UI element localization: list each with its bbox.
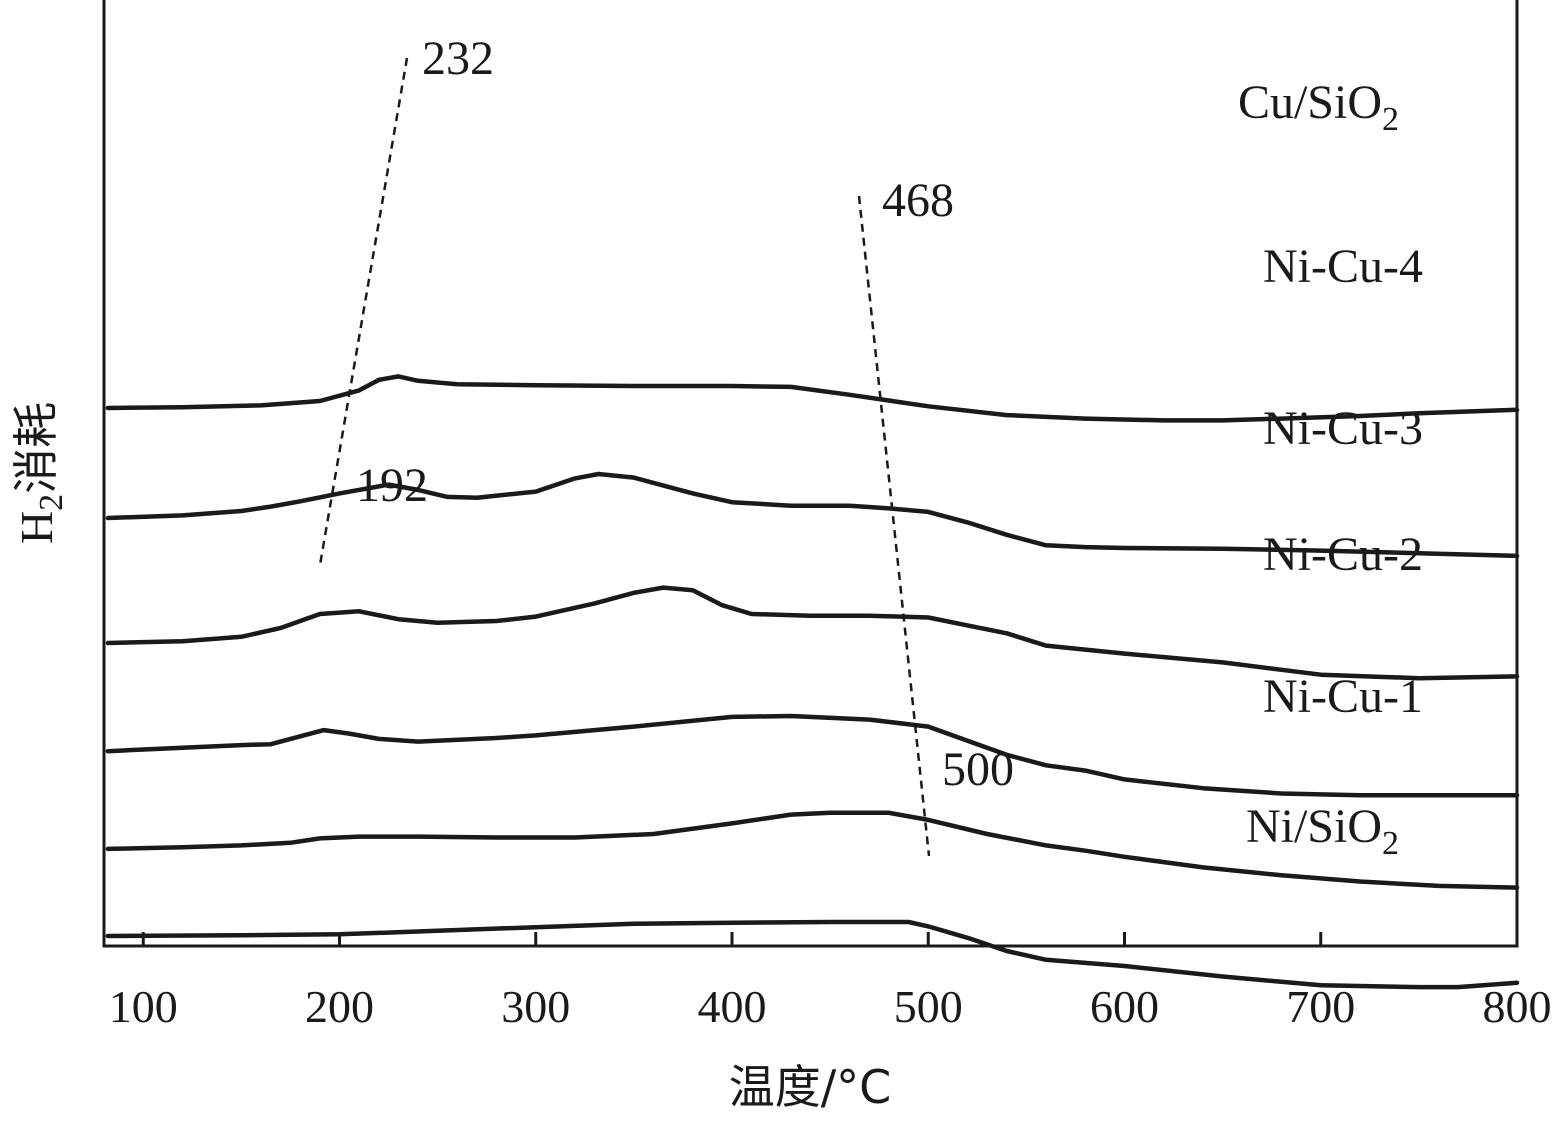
y-axis-title-rest: 消耗 [9,402,63,494]
peak-annotations: 232 468 192 500 [356,32,1014,796]
peak-annotation-468: 468 [882,174,954,227]
series-label-ni-cu-1: Ni-Cu-1 [1263,670,1423,723]
x-axis-frame [102,0,1519,948]
series-label-main: Ni-Cu-3 [1263,402,1423,455]
y-axis-title: H2消耗 [9,402,70,544]
x-ticks: 100 200 300 400 500 600 700 800 [109,932,1552,1032]
series-label-ni-cu-2: Ni-Cu-2 [1263,528,1423,581]
x-tick-label-300: 300 [501,981,570,1032]
x-tick-label-500: 500 [894,981,963,1032]
x-tick-label-200: 200 [305,981,374,1032]
series-label-ni-cu-4: Ni-Cu-4 [1263,240,1423,293]
series-label-main: Ni-Cu-4 [1263,240,1423,293]
x-tick-label-100: 100 [109,981,178,1032]
axes [102,0,1519,948]
series-line-ni-cu-2 [105,713,1520,798]
x-tick-label-700: 700 [1286,981,1355,1032]
series-line-ni-cu-3 [105,585,1520,681]
series-label-main: Ni/SiO [1246,800,1382,853]
y-axis-title-main: H [11,511,62,544]
guide-line-right [857,195,931,857]
series-label-subscript: 2 [1382,825,1399,862]
series-label-subscript: 2 [1382,101,1399,138]
series-label-main: Ni-Cu-1 [1263,670,1423,723]
series-label-cu-sio2: Cu/SiO2 [1238,76,1399,138]
peak-annotation-232: 232 [422,32,494,85]
series-label-main: Cu/SiO [1238,76,1382,129]
x-tick-label-400: 400 [698,981,767,1032]
curves-layer [105,374,1520,990]
y-axis-title-sub: 2 [33,494,70,511]
series-line-ni-sio2 [105,919,1520,990]
series-line-ni-cu-1 [105,810,1520,890]
series-line-cu-sio2 [105,374,1520,423]
series-line-ni-cu-4 [105,471,1520,559]
peak-annotation-192: 192 [356,459,428,512]
peak-annotation-500: 500 [942,743,1014,796]
guide-line-left [318,57,409,566]
series-labels: Cu/SiO2Ni-Cu-4Ni-Cu-3Ni-Cu-2Ni-Cu-1Ni/Si… [1238,76,1423,862]
x-tick-label-800: 800 [1483,981,1552,1032]
series-label-main: Ni-Cu-2 [1263,528,1423,581]
series-label-ni-sio2: Ni/SiO2 [1246,800,1399,862]
guide-lines-layer [318,57,931,857]
series-label-ni-cu-3: Ni-Cu-3 [1263,402,1423,455]
x-tick-label-600: 600 [1090,981,1159,1032]
x-axis-title: 温度/°C [729,1060,892,1114]
